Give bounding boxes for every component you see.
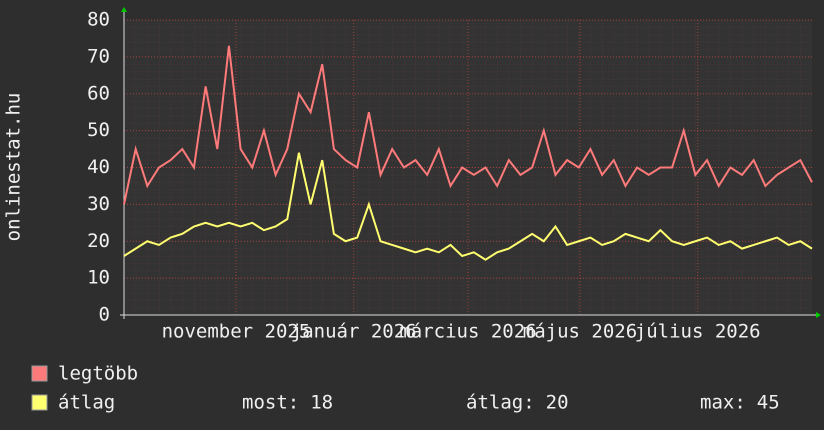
x-tick-label: május 2026 — [523, 321, 637, 343]
stat: max: — [700, 392, 746, 414]
y-axis-label: onlinestat.hu — [3, 93, 25, 242]
x-tick-label: január 2026 — [291, 321, 417, 343]
x-tick-label: március 2026 — [399, 321, 536, 343]
y-tick-label: 0 — [99, 304, 110, 326]
legend-swatch — [31, 365, 48, 382]
y-tick-label: 70 — [87, 45, 110, 67]
y-tick-label: 80 — [87, 9, 110, 31]
legend-label: legtöbb — [58, 363, 138, 385]
series-line — [123, 152, 813, 261]
y-tick-label: 20 — [87, 230, 110, 252]
legend-swatch — [31, 394, 48, 411]
stat-value: 20 — [546, 392, 569, 414]
stat-value: 45 — [757, 392, 780, 414]
y-tick-label: 50 — [87, 119, 110, 141]
y-tick-label: 10 — [87, 267, 110, 289]
stat: most: — [242, 392, 299, 414]
y-tick-label: 40 — [87, 156, 110, 178]
stat: átlag: — [466, 392, 535, 414]
y-tick-label: 60 — [87, 82, 110, 104]
x-tick-label: július 2026 — [635, 321, 761, 343]
legend-label: átlag — [58, 392, 115, 414]
axis-arrow — [121, 7, 127, 12]
y-tick-label: 30 — [87, 193, 110, 215]
axis-arrow — [816, 312, 821, 318]
x-tick-label: november 2025 — [162, 321, 311, 343]
series-line — [123, 45, 813, 205]
stat-value: 18 — [310, 392, 333, 414]
